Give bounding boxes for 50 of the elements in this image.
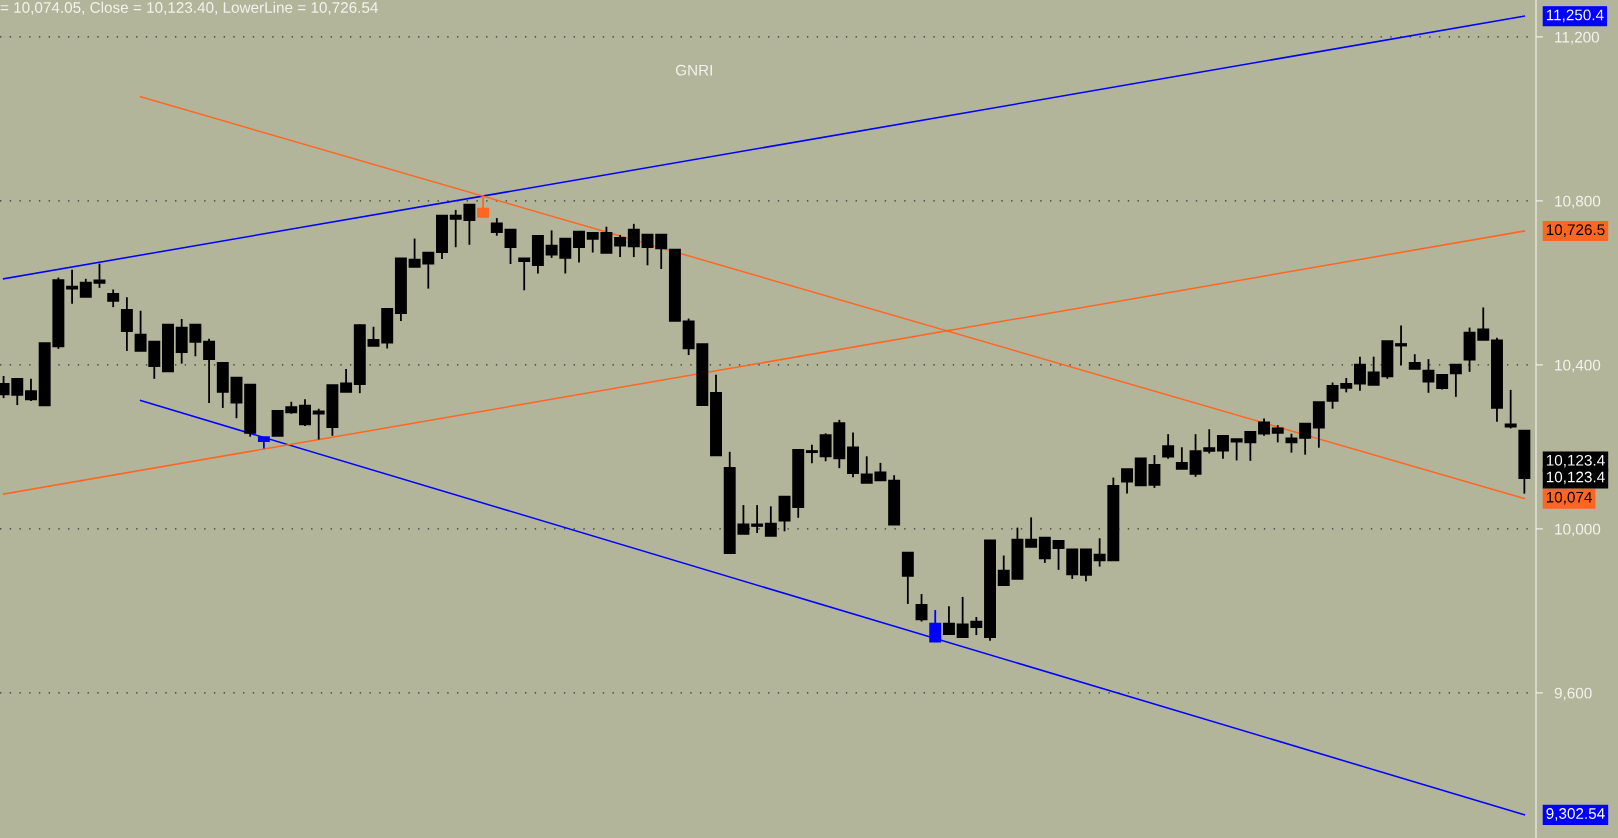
y-tick-label: 9,600 (1554, 687, 1592, 701)
candlestick (477, 194, 490, 218)
text: GNRI (675, 64, 712, 76)
data-label: 10,726.5 (1546, 224, 1605, 237)
candlestick (901, 551, 914, 605)
candlestick (1162, 433, 1175, 460)
candlestick (1038, 536, 1051, 564)
y-tick-label: 10,800 (1555, 195, 1601, 209)
candlestick (1353, 355, 1366, 392)
candlestick (1025, 516, 1038, 548)
candlestick (340, 368, 353, 393)
candlestick (929, 609, 942, 643)
candlestick (1121, 468, 1134, 495)
candlestick (805, 443, 818, 465)
text: 10,123.4 (1546, 471, 1605, 485)
candlestick (627, 222, 640, 258)
candlestick (120, 296, 133, 352)
candlestick (655, 233, 668, 270)
candlestick (367, 325, 380, 347)
candlestick (1216, 434, 1229, 460)
candlestick (299, 398, 311, 427)
candlestick (1052, 539, 1065, 571)
candlestick (1395, 324, 1408, 367)
candlestick (1504, 388, 1517, 430)
candlestick (1175, 446, 1188, 470)
data-label: 11,250.4 (1546, 9, 1604, 23)
candlestick (79, 277, 92, 298)
text: 10,123.4 (1546, 454, 1605, 468)
candlestick (504, 228, 517, 265)
candlestick (1449, 363, 1462, 398)
candlestick (942, 605, 955, 636)
candlestick (641, 233, 654, 267)
candlestick (93, 262, 106, 289)
annotation: = 10,074.05, Close = 10,123.40, LowerLine = 10,726.54 (0, 1, 378, 15)
y-tick-label: 10,000 (1555, 523, 1601, 537)
y-tick-label: 10,400 (1555, 359, 1601, 373)
candlestick (573, 230, 585, 264)
y-tick-label: 11,200 (1555, 31, 1600, 45)
candlestick (764, 505, 777, 537)
candlestick (1422, 358, 1435, 394)
candlestick (203, 337, 216, 404)
candlestick (1299, 422, 1312, 456)
data-label: 9,302.54 (1546, 808, 1605, 821)
candlestick (518, 257, 531, 292)
candlestick (1285, 432, 1298, 454)
data-label: 10,074 (1546, 491, 1592, 505)
candlestick (751, 504, 764, 534)
candlestick (25, 377, 37, 402)
candlestick (915, 593, 928, 623)
candlestick (614, 234, 627, 258)
